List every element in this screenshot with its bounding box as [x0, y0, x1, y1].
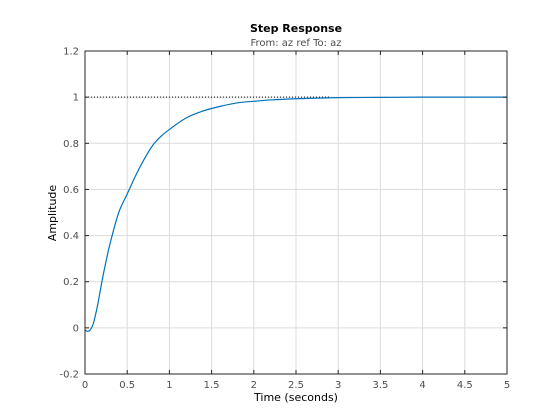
x-tick-label: 3 — [335, 380, 341, 391]
y-tick-label: 0.8 — [63, 139, 79, 150]
chart-subtitle: From: az ref To: az — [250, 38, 341, 49]
x-tick-label: 3.5 — [372, 380, 388, 391]
y-tick-label: 0.6 — [63, 185, 79, 196]
x-tick-label: 0.5 — [119, 380, 135, 391]
x-tick-label: 2.5 — [288, 380, 304, 391]
tick-labels: 0 0.5 1 1.5 2 2.5 3 3.5 4 4.5 5-0.200.20.40.60.811… — [59, 47, 510, 392]
x-tick-label: 2 — [251, 380, 257, 391]
x-tick-label: 0 — [82, 380, 88, 391]
y-axis-label: Amplitude — [46, 185, 59, 242]
y-tick-label: -0.2 — [59, 370, 79, 381]
y-tick-label: 0 — [73, 323, 79, 334]
ticks — [84, 50, 508, 375]
x-tick-label: 1 — [166, 380, 172, 391]
y-tick-label: 1 — [73, 93, 79, 104]
x-tick-label: 1.5 — [204, 380, 220, 391]
y-tick-label: 0.4 — [63, 231, 79, 242]
x-axis-label: Time (seconds) — [253, 391, 338, 404]
x-tick-label: 4.5 — [457, 380, 473, 391]
step-response-line — [84, 96, 507, 332]
series-group — [84, 96, 507, 332]
y-tick-label: 0.2 — [63, 277, 79, 288]
x-tick-label: 5 — [504, 380, 510, 391]
y-tick-label: 1.2 — [63, 47, 79, 58]
x-tick-label: 4 — [419, 380, 425, 391]
chart-title: Step Response — [250, 22, 342, 35]
